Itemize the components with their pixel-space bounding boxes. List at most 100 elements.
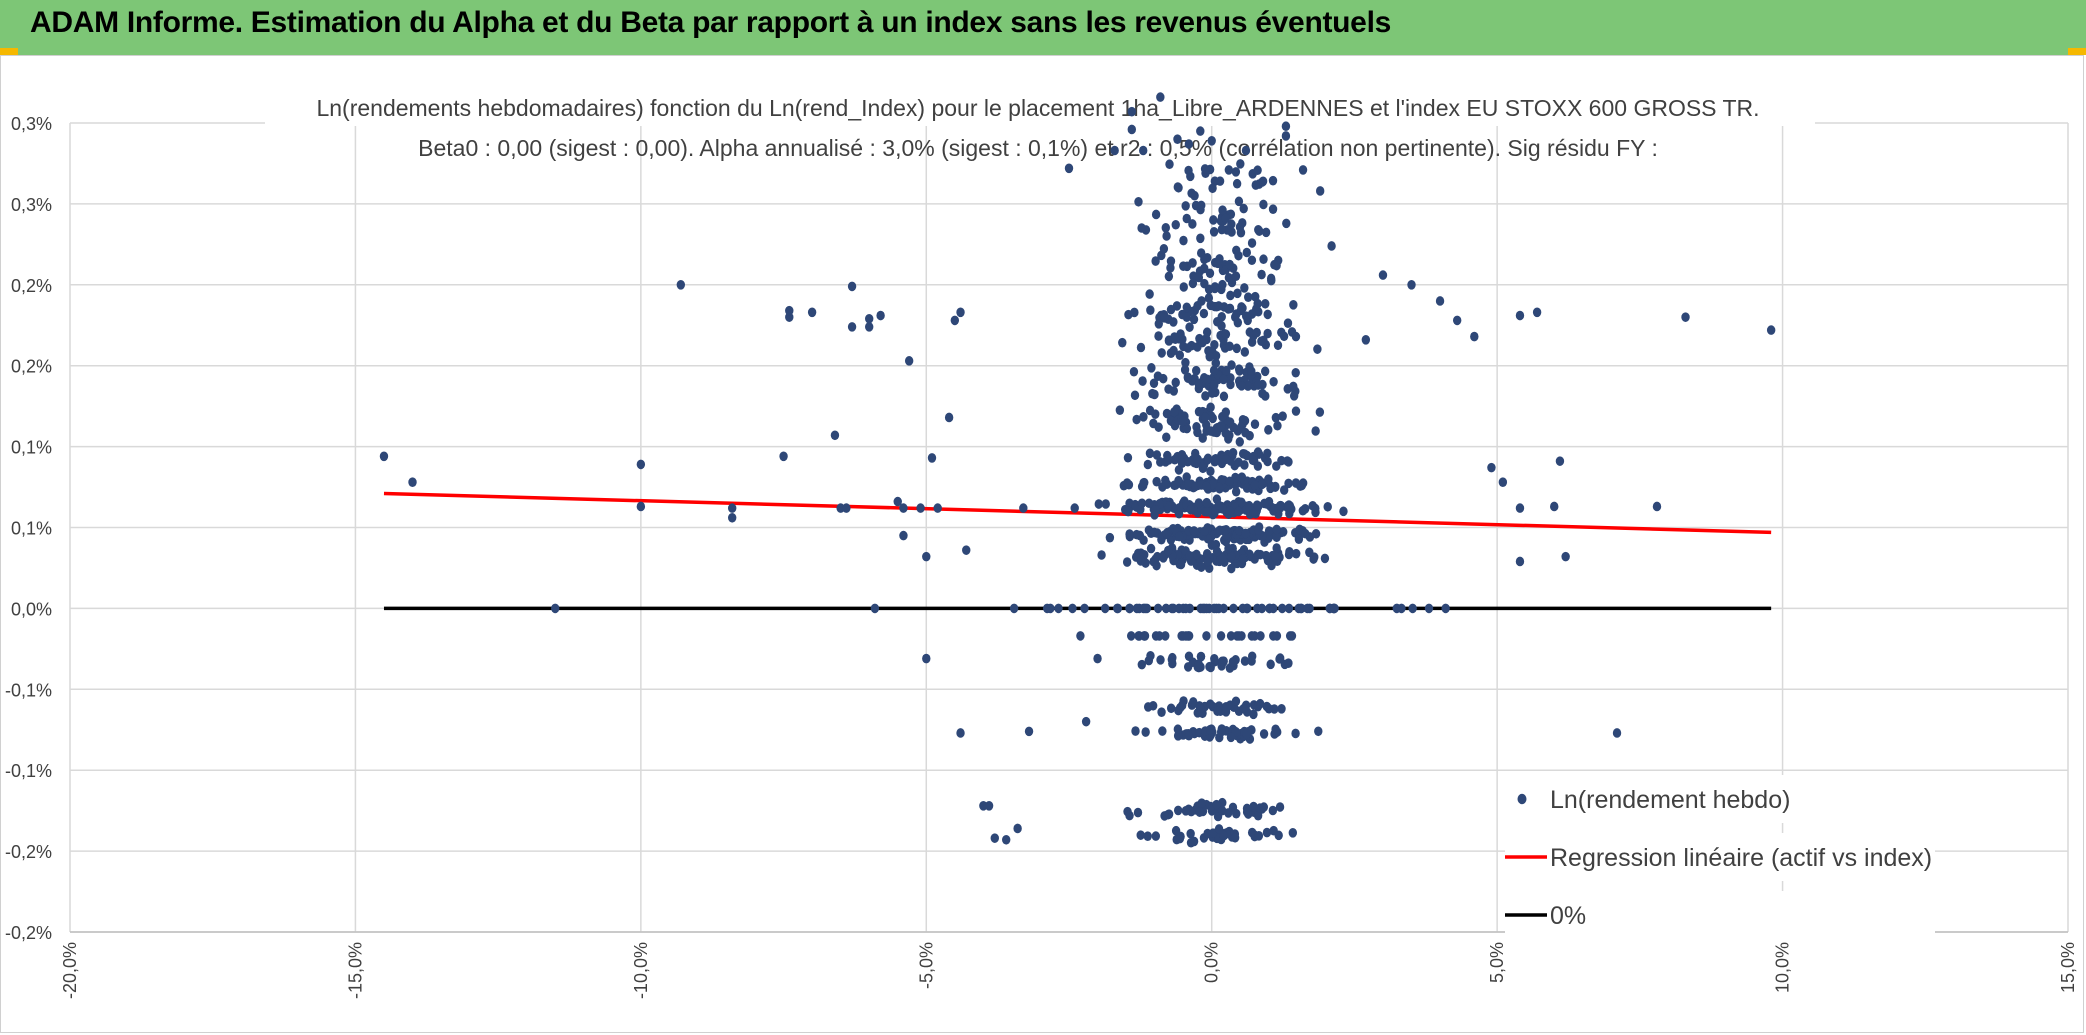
data-point (1198, 337, 1207, 348)
data-point (1160, 313, 1169, 323)
x-axis-ticks: -20,0% -15,0% -10,0% -5,0% 0,0% 5,0% 10,0% 15,0… (60, 942, 2078, 999)
data-point (1262, 827, 1272, 838)
data-point (1151, 505, 1160, 515)
data-point (1202, 631, 1211, 641)
data-point (1150, 389, 1159, 400)
data-point (1284, 500, 1294, 510)
chart-subtitle: Beta0 : 0,00 (sigest : 0,00). Alpha annu… (418, 135, 1658, 161)
legend-item-background (1505, 891, 1935, 939)
data-point (1270, 551, 1280, 562)
data-point (1202, 481, 1211, 492)
data-point (1146, 650, 1155, 661)
data-point (1224, 304, 1233, 314)
data-point (1209, 215, 1218, 225)
data-point (1184, 139, 1194, 149)
data-point (1207, 135, 1216, 146)
data-point (1141, 727, 1150, 737)
data-point (1205, 724, 1215, 735)
data-point (1252, 327, 1261, 338)
data-point (1132, 529, 1141, 540)
data-point (1237, 381, 1246, 391)
data-point (1487, 462, 1496, 473)
data-point (1213, 706, 1222, 716)
data-point (1204, 293, 1214, 303)
data-point (1244, 500, 1254, 511)
data-point (1225, 341, 1234, 352)
data-point (1122, 478, 1132, 488)
data-point (1166, 304, 1176, 315)
data-point (1470, 331, 1479, 342)
data-point (1279, 331, 1289, 342)
data-point (1291, 548, 1301, 559)
data-point (1271, 727, 1281, 738)
x-tick-label: 0,0% (1202, 942, 1222, 983)
data-point (1303, 603, 1312, 614)
data-point (1515, 310, 1525, 321)
data-point (1235, 437, 1244, 447)
data-point (1149, 378, 1159, 389)
y-tick-label: -0,2% (5, 923, 52, 943)
data-point (1210, 283, 1220, 294)
data-point (950, 315, 960, 326)
y-tick-label: 0,2% (11, 276, 52, 296)
data-point (1176, 559, 1186, 570)
chart-frame (0, 55, 2084, 1033)
data-point (1196, 233, 1205, 244)
data-point (1270, 259, 1279, 270)
data-point (1259, 802, 1269, 812)
data-point (1145, 289, 1154, 299)
data-point (1019, 503, 1028, 513)
data-point (1339, 506, 1348, 517)
data-point (1218, 805, 1227, 816)
data-point (1217, 311, 1226, 322)
data-point (1222, 703, 1231, 714)
data-point (1171, 377, 1180, 388)
data-point (1251, 180, 1260, 190)
data-point (899, 503, 908, 513)
data-point (1136, 342, 1146, 353)
data-point (1160, 811, 1169, 821)
data-point (676, 280, 686, 290)
data-point (1162, 231, 1171, 241)
data-point (1218, 279, 1227, 290)
data-point (1189, 314, 1199, 325)
data-point (1064, 163, 1074, 174)
data-point (1151, 256, 1160, 266)
data-point (1175, 350, 1185, 361)
data-point (1170, 332, 1179, 342)
data-point (1323, 501, 1332, 512)
data-point (1287, 631, 1297, 641)
data-point (1125, 529, 1134, 539)
data-point (1268, 805, 1278, 816)
data-point (1250, 480, 1260, 491)
data-point (1156, 92, 1165, 102)
data-point (1194, 406, 1204, 417)
legend-label: Regression linéaire (actif vs index) (1550, 844, 1932, 872)
data-point (1192, 365, 1201, 376)
data-point (1234, 364, 1244, 375)
data-point (1159, 243, 1169, 254)
data-point (1202, 327, 1212, 338)
data-point (1201, 412, 1210, 423)
data-point (1187, 188, 1196, 199)
data-point (1144, 498, 1154, 509)
data-point (1256, 631, 1265, 641)
data-point (1198, 433, 1207, 443)
data-point (1133, 807, 1143, 818)
data-point (1214, 482, 1224, 493)
data-point (1140, 631, 1150, 641)
data-point (1165, 159, 1174, 170)
data-point (1139, 145, 1148, 156)
data-point (1258, 388, 1267, 399)
data-point (1555, 456, 1565, 466)
data-point (1247, 631, 1257, 641)
data-point (1230, 832, 1240, 843)
data-point (1137, 223, 1146, 233)
data-point (1185, 322, 1194, 332)
data-point (1263, 309, 1272, 320)
data-point (1264, 526, 1274, 536)
data-point (1259, 199, 1268, 210)
data-point (1195, 807, 1204, 817)
y-tick-label: -0,1% (5, 680, 52, 700)
data-point (1210, 507, 1219, 517)
